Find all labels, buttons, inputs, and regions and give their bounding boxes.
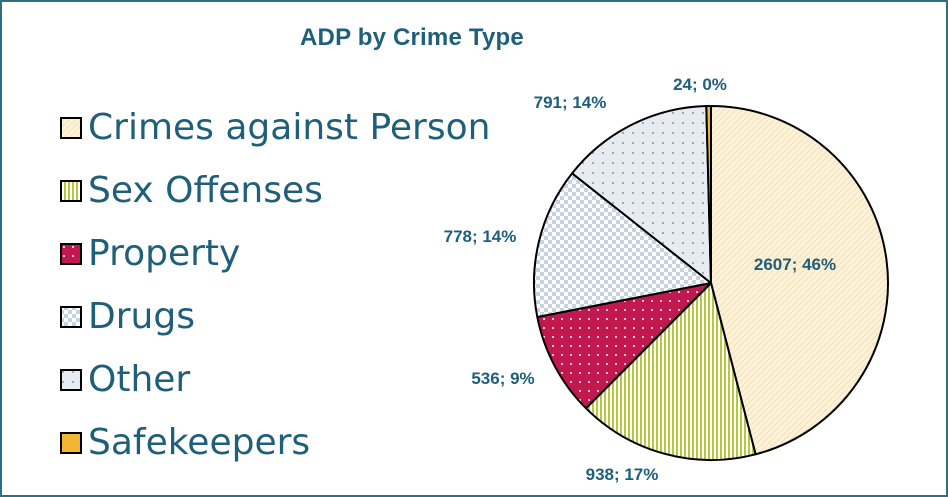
legend-label: Other: [88, 359, 191, 400]
legend-item-property: Property: [60, 222, 490, 285]
data-label-sex-offenses: 938; 17%: [586, 465, 659, 484]
pie-slice-safekeepers: [705, 104, 712, 284]
data-label-drugs: 778; 14%: [444, 227, 517, 246]
pie-slice-drugs: [533, 172, 712, 318]
chart-legend: Crimes against Person Sex Offenses Prope…: [60, 96, 490, 474]
chart-title: ADP by Crime Type: [300, 24, 524, 51]
legend-label: Crimes against Person: [88, 107, 491, 148]
legend-swatch-sex-offenses: [60, 179, 82, 202]
legend-item-crimes-against-person: Crimes against Person: [60, 96, 490, 159]
legend-swatch-property: [60, 242, 82, 265]
legend-swatch-drugs: [60, 305, 82, 328]
pie-slice-other: [571, 105, 712, 284]
legend-label: Safekeepers: [88, 422, 311, 463]
legend-item-other: Other: [60, 348, 490, 411]
pie-slice-property: [536, 282, 712, 410]
slices-layer: [533, 104, 889, 461]
legend-label: Drugs: [88, 296, 195, 337]
legend-swatch-other: [60, 368, 82, 391]
legend-label: Property: [88, 233, 241, 274]
legend-item-safekeepers: Safekeepers: [60, 411, 490, 474]
legend-item-sex-offenses: Sex Offenses: [60, 159, 490, 222]
data-label-crimes-against-person: 2607; 46%: [754, 255, 836, 274]
data-label-property: 536; 9%: [471, 369, 534, 388]
data-labels-layer: 2607; 46% 938; 17% 536; 9% 778; 14% 791; 14%…: [444, 75, 837, 484]
data-label-other: 791; 14%: [534, 93, 607, 112]
legend-item-drugs: Drugs: [60, 285, 490, 348]
legend-swatch-safekeepers: [60, 431, 82, 454]
legend-swatch-crimes-against-person: [60, 116, 82, 139]
pie-slice-sex-offenses: [585, 282, 757, 461]
legend-label: Sex Offenses: [88, 170, 323, 211]
data-label-safekeepers: 24; 0%: [673, 75, 727, 94]
pie-slice-crimes-against-person: [710, 105, 889, 456]
